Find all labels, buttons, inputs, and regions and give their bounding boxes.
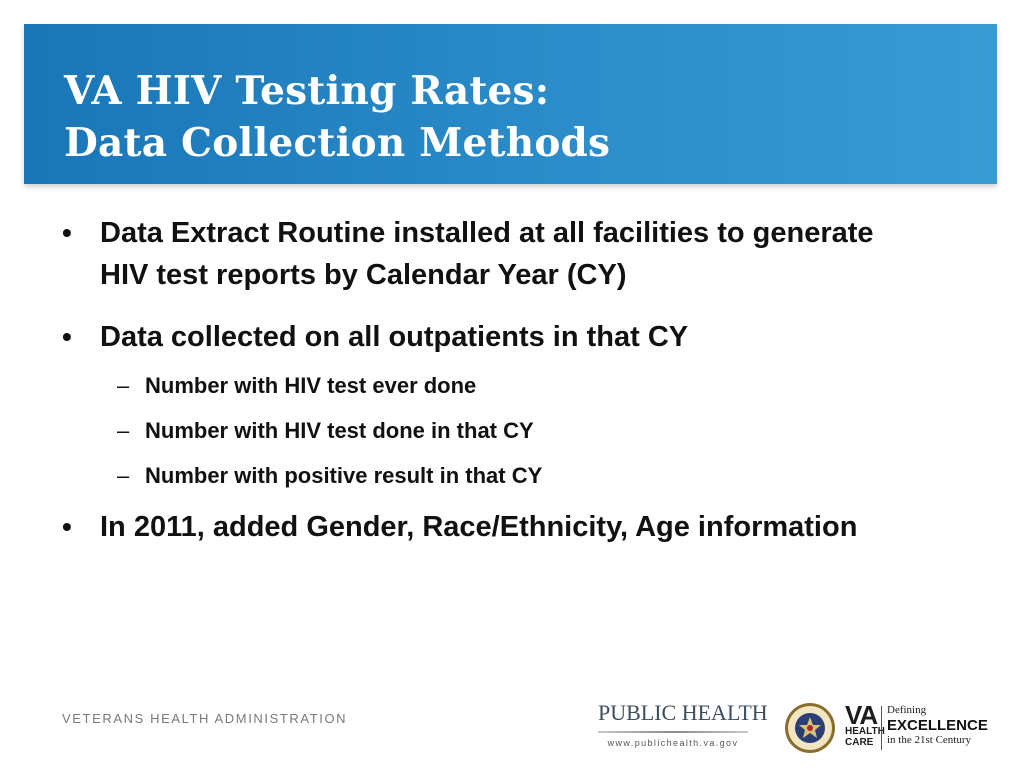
sub-bullet-item: – Number with HIV test done in that CY bbox=[117, 416, 534, 446]
sub-bullet-text: Number with HIV test ever done bbox=[145, 373, 477, 398]
dash-icon: – bbox=[117, 373, 130, 398]
sub-bullet-item: – Number with positive result in that CY bbox=[117, 461, 543, 491]
va-logo-health-care: HEALTH CARE bbox=[845, 726, 885, 748]
va-logo-century: in the 21st Century bbox=[887, 734, 972, 746]
va-logo-va: VA bbox=[845, 700, 878, 730]
bullet-text: In 2011, added Gender, Race/Ethnicity, A… bbox=[100, 511, 858, 543]
va-logo-defining: Defining bbox=[887, 704, 927, 716]
dash-icon: – bbox=[117, 463, 130, 488]
footer-organization-name: VETERANS HEALTH ADMINISTRATION bbox=[62, 711, 348, 726]
slide-title-line-2: Data Collection Methods bbox=[64, 120, 611, 166]
dash-icon: – bbox=[117, 418, 130, 443]
bullet-dot-icon: • bbox=[62, 511, 72, 542]
bullet-item: • Data Extract Routine installed at all … bbox=[62, 212, 900, 296]
va-logo-tagline: Defining EXCELLENCE in the 21st Century bbox=[887, 704, 988, 747]
department-of-veterans-affairs-seal-icon bbox=[785, 703, 835, 753]
public-health-logo: PUBLIC HEALTH www.publichealth.va.gov bbox=[598, 700, 768, 758]
bullet-dot-icon: • bbox=[62, 321, 72, 352]
bullet-item: • Data collected on all outpatients in t… bbox=[62, 316, 920, 358]
va-logo-care: CARE bbox=[845, 737, 874, 748]
title-banner bbox=[24, 24, 997, 184]
va-logo-excellence: EXCELLENCE bbox=[887, 717, 988, 734]
bullet-dot-icon: • bbox=[62, 217, 72, 248]
sub-bullet-text: Number with HIV test done in that CY bbox=[145, 418, 534, 443]
va-logo-divider bbox=[881, 706, 882, 750]
bullet-text: Data Extract Routine installed at all fa… bbox=[100, 217, 874, 291]
va-health-care-logo: VA HEALTH CARE Defining EXCELLENCE in th… bbox=[845, 700, 995, 754]
bullet-text: Data collected on all outpatients in tha… bbox=[100, 321, 689, 353]
sub-bullet-item: – Number with HIV test ever done bbox=[117, 371, 477, 401]
public-health-logo-url: www.publichealth.va.gov bbox=[607, 738, 739, 748]
public-health-logo-name: PUBLIC HEALTH bbox=[598, 700, 768, 725]
va-logo-health: HEALTH bbox=[845, 726, 885, 737]
public-health-logo-rule bbox=[598, 731, 748, 733]
bullet-item: • In 2011, added Gender, Race/Ethnicity,… bbox=[62, 506, 980, 548]
slide-title-line-1: VA HIV Testing Rates: bbox=[64, 68, 550, 114]
sub-bullet-text: Number with positive result in that CY bbox=[145, 463, 543, 488]
